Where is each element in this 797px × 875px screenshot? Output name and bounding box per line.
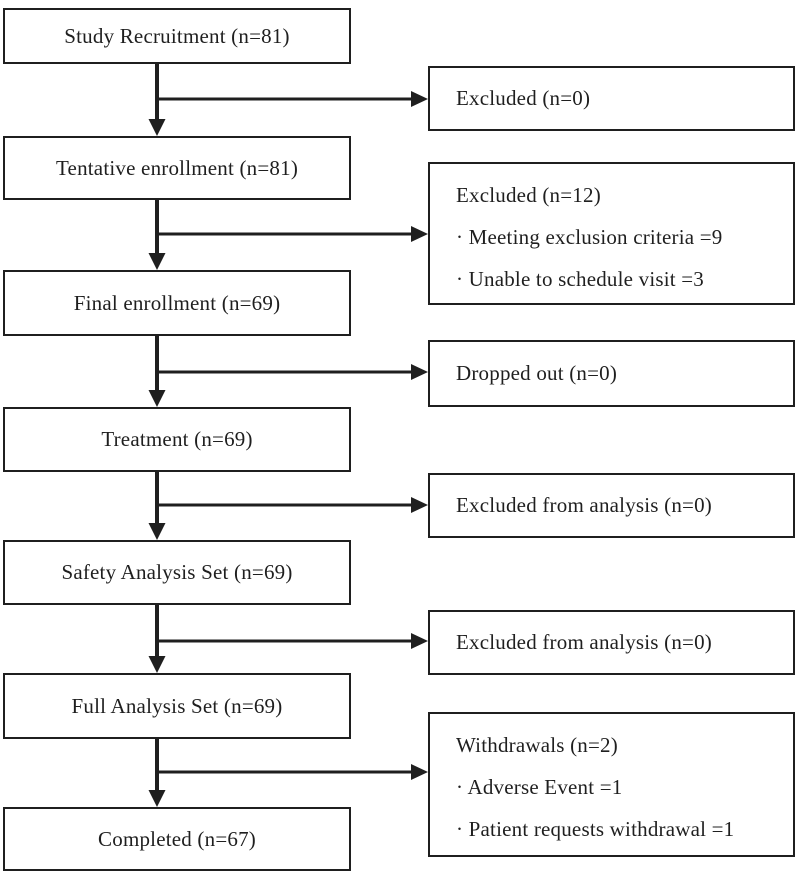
flow-box-bullet-item: · Meeting exclusion criteria =9 [456,225,723,249]
flow-box-bullet-item: · Adverse Event =1 [456,775,623,799]
flow-box-excluded-from-analysis-2: Excluded from analysis (n=0) [428,610,795,675]
flow-box-full-analysis-set: Full Analysis Set (n=69) [3,673,351,739]
down-arrow-head-icon [148,253,166,270]
down-arrow-head-icon [148,790,166,807]
flow-box-withdrawals: Withdrawals (n=2) · Adverse Event =1 · P… [428,712,795,857]
flow-box-bullet-item: · Unable to schedule visit =3 [456,267,705,291]
flow-box-treatment: Treatment (n=69) [3,407,351,472]
flow-box-label: Excluded from analysis (n=0) [456,493,712,517]
flow-box-completed: Completed (n=67) [3,807,351,871]
right-arrow-head-icon [411,764,428,780]
flow-box-study-recruitment: Study Recruitment (n=81) [3,8,351,64]
down-arrow-head-icon [148,656,166,673]
down-arrow-head-icon [148,523,166,540]
flow-box-label: Excluded (n=12) [456,183,601,207]
flow-box-safety-analysis-set: Safety Analysis Set (n=69) [3,540,351,605]
flow-box-excluded-12: Excluded (n=12) · Meeting exclusion crit… [428,162,795,305]
flow-box-label: Tentative enrollment (n=81) [55,155,299,180]
down-arrow-head-icon [148,119,166,136]
right-arrow-head-icon [411,226,428,242]
flow-box-tentative-enrollment: Tentative enrollment (n=81) [3,136,351,200]
flow-box-label: Completed (n=67) [98,826,256,851]
right-arrow-head-icon [411,91,428,107]
flow-box-bullet-item: · Patient requests withdrawal =1 [456,817,735,841]
right-arrow-head-icon [411,633,428,649]
flow-box-dropped-out: Dropped out (n=0) [428,340,795,407]
flow-box-label: Study Recruitment (n=81) [64,23,290,48]
flow-box-label: Final enrollment (n=69) [73,290,281,315]
down-arrow-head-icon [148,390,166,407]
flow-box-label: Treatment (n=69) [101,427,253,451]
flow-box-label: Withdrawals (n=2) [456,733,618,757]
flow-box-final-enrollment: Final enrollment (n=69) [3,270,351,336]
flow-box-label: Full Analysis Set (n=69) [71,693,283,718]
right-arrow-head-icon [411,364,428,380]
flow-box-excluded-0: Excluded (n=0) [428,66,795,131]
right-arrow-head-icon [411,497,428,513]
flow-box-label: Excluded (n=0) [456,86,591,110]
flow-box-label: Safety Analysis Set (n=69) [61,560,293,584]
flow-box-excluded-from-analysis-1: Excluded from analysis (n=0) [428,473,795,538]
flow-box-label: Excluded from analysis (n=0) [456,630,712,654]
flow-box-label: Dropped out (n=0) [456,361,618,385]
